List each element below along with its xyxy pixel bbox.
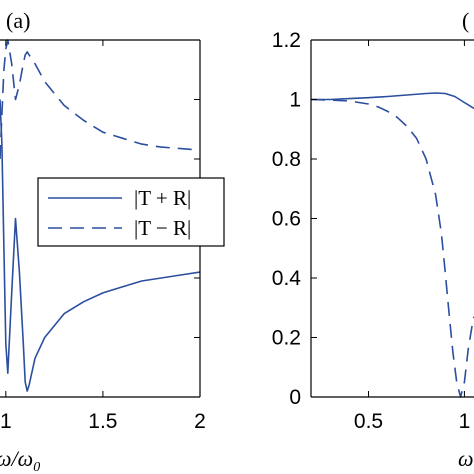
y-tick-label: 1 bbox=[289, 89, 301, 112]
panel-a-series-solid bbox=[0, 99, 201, 392]
panel-a: 11.52 (a) |T + R| |T − R| ω/ω0 bbox=[0, 8, 225, 474]
x-tick-label: 1.5 bbox=[88, 410, 117, 433]
panel-b-label: ( bbox=[462, 8, 469, 33]
panel-a-xlabel: ω/ω0 bbox=[0, 446, 40, 474]
panel-b-xlabel: ω bbox=[458, 446, 474, 471]
y-tick-label: 0.2 bbox=[272, 327, 301, 350]
legend-box bbox=[37, 177, 225, 247]
panel-b-series-dashed bbox=[310, 98, 474, 398]
x-tick-label: 0.5 bbox=[354, 410, 383, 433]
panel-a-curves bbox=[0, 39, 201, 392]
panel-a-series-dashed bbox=[0, 39, 201, 160]
panel-a-xlabel-subscript: 0 bbox=[33, 460, 40, 474]
panel-b: 0.5 1 0 0.2 0.4 0.6 0.8 1 1.2 ( ω bbox=[272, 8, 474, 471]
panel-a-ticks: 1 1.5 2 bbox=[0, 39, 206, 433]
x-tick-label: 1 bbox=[0, 410, 12, 433]
legend-label-t-minus-r: |T − R| bbox=[134, 216, 191, 240]
panel-b-series-solid bbox=[311, 92, 474, 110]
panel-b-curves bbox=[310, 92, 474, 398]
y-tick-label: 0.8 bbox=[272, 148, 301, 171]
legend-label-t-plus-r: |T + R| bbox=[134, 186, 191, 210]
panel-a-label: (a) bbox=[6, 8, 30, 33]
y-tick-label: 0.6 bbox=[272, 208, 301, 231]
x-tick-label: 1 bbox=[459, 410, 471, 433]
y-tick-label: 0.4 bbox=[272, 267, 302, 290]
y-tick-label: 0 bbox=[289, 386, 301, 409]
legend: |T + R| |T − R| bbox=[37, 177, 225, 247]
y-tick-label: 1.2 bbox=[272, 29, 301, 52]
panel-b-ticks: 0.5 1 0 0.2 0.4 0.6 0.8 1 1.2 bbox=[272, 29, 470, 433]
x-tick-label: 2 bbox=[194, 410, 206, 433]
